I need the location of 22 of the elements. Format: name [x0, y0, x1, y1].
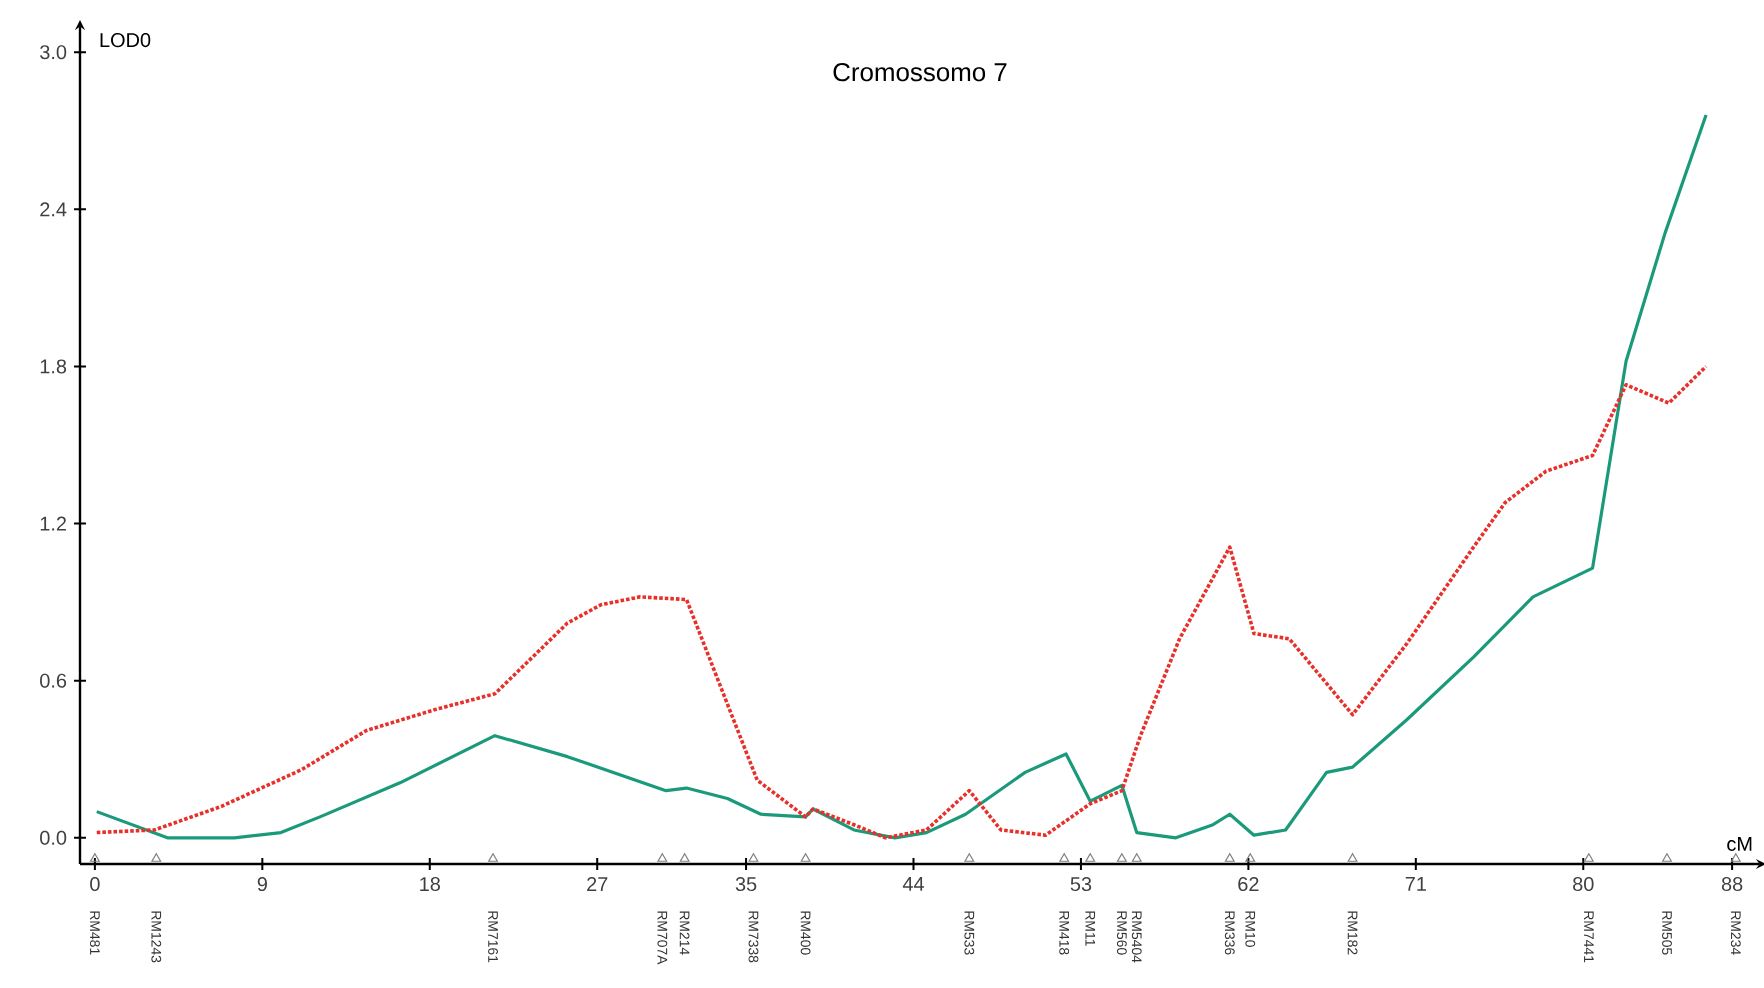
y-tick-label: 1.2	[40, 516, 66, 531]
x-tick-label: 71	[1405, 877, 1426, 891]
x-tick-label: 62	[1238, 877, 1259, 892]
y-axis-title: LOD0	[100, 33, 151, 48]
x-tick-label: 44	[902, 877, 924, 891]
x-tick-label: 35	[735, 877, 757, 892]
x-tick-label: 18	[420, 877, 440, 892]
line-series	[94, 364, 1708, 840]
x-tick-label: 9	[257, 877, 267, 892]
y-tick-label: 0.0	[40, 830, 67, 845]
x-axis-title: cM	[1727, 837, 1752, 851]
x-tick-label: 27	[587, 877, 608, 891]
x-tick-label: 0	[90, 877, 100, 892]
x-tick-label: 80	[1573, 877, 1594, 892]
y-tick-label: 3.0	[40, 45, 67, 60]
y-tick-label: 0.6	[40, 673, 67, 688]
text: Cromossomo 7	[833, 62, 1007, 82]
x-tick-label: 53	[1070, 877, 1092, 892]
x-tick-label: 88	[1721, 877, 1743, 892]
line-series	[95, 113, 1708, 840]
y-tick-label: 2.4	[40, 202, 67, 217]
y-tick-label: 1.8	[40, 359, 67, 374]
